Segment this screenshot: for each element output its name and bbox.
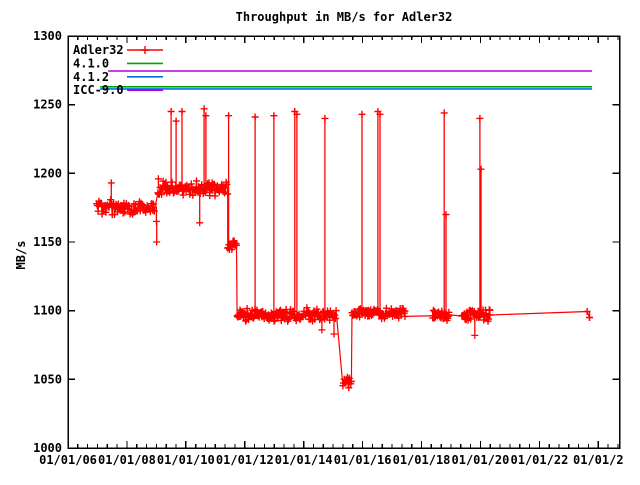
x-tick-label: 01/01/08 xyxy=(98,453,156,467)
y-tick-label: 1150 xyxy=(33,235,62,249)
y-tick-label: 1050 xyxy=(33,372,62,386)
x-tick-label: 01/01/2 xyxy=(573,453,624,467)
legend-label-Adler32: Adler32 xyxy=(73,43,124,57)
adler32-spike-markers xyxy=(107,105,485,218)
legend-label-ICC-9.0: ICC-9.0 xyxy=(73,83,124,97)
adler32-line xyxy=(96,180,591,388)
y-tick-label: 1200 xyxy=(33,166,62,180)
x-tick-label: 01/01/22 xyxy=(511,453,569,467)
adler32-markers xyxy=(93,177,593,392)
legend-label-4.1.2: 4.1.2 xyxy=(73,70,109,84)
y-tick-label: 1000 xyxy=(33,441,62,455)
adler32-spikes xyxy=(110,108,482,315)
x-tick-label: 01/01/18 xyxy=(393,453,451,467)
legend-label-4.1.0: 4.1.0 xyxy=(73,56,109,70)
x-tick-label: 01/01/12 xyxy=(216,453,274,467)
reference-lines xyxy=(100,70,593,90)
x-tick-label: 01/01/20 xyxy=(452,453,510,467)
x-tick-label: 01/01/14 xyxy=(275,453,333,467)
y-tick-label: 1300 xyxy=(33,29,62,43)
x-tick-label: 01/01/06 xyxy=(39,453,97,467)
y-tick-label: 1250 xyxy=(33,98,62,112)
legend-plus-marker xyxy=(141,46,149,54)
x-tick-label: 01/01/16 xyxy=(334,453,392,467)
y-tick-label: 1100 xyxy=(33,304,62,318)
axes: 01/01/06 01/01/08 01/01/10 01/01/12 01/01/14… xyxy=(33,29,623,467)
x-tick-label: 01/01/10 xyxy=(157,453,215,467)
chart-title: Throughput in MB/s for Adler32 xyxy=(236,10,453,24)
adler32-outliers xyxy=(152,175,593,339)
adler32-series xyxy=(93,105,593,392)
y-axis-label: MB/s xyxy=(14,241,28,270)
